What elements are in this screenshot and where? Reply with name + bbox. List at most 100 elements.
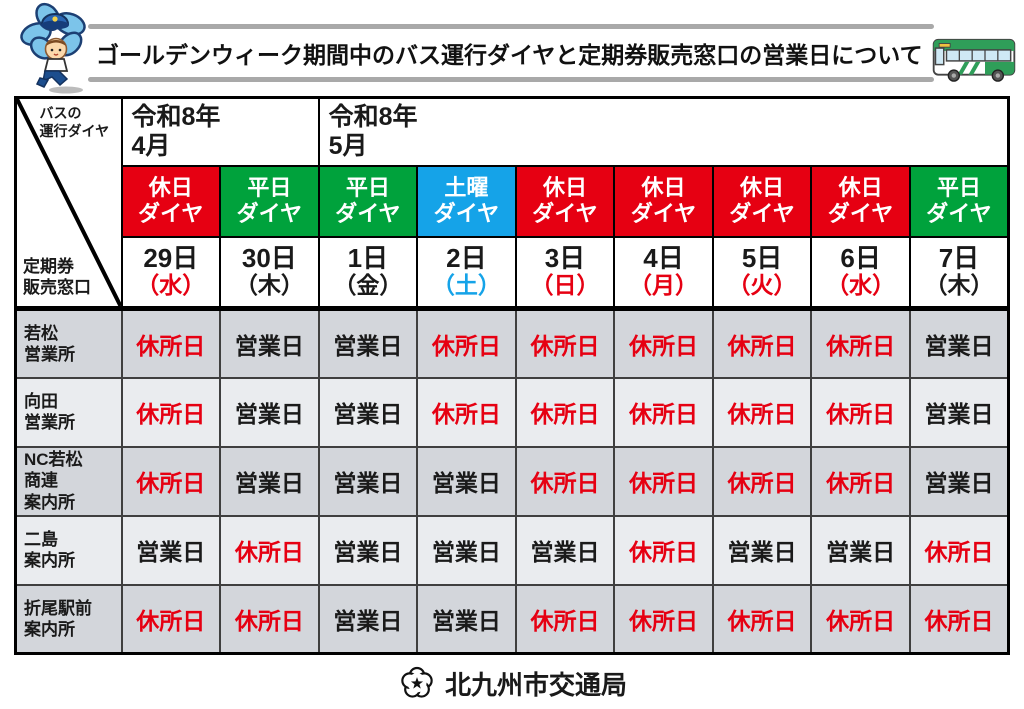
title-bottom-rule	[88, 77, 934, 82]
schedule-cell: 休所日	[613, 514, 714, 586]
date-cell: 30日 （木）	[219, 235, 320, 311]
schedule-cell: 休所日	[120, 376, 222, 448]
schedule-cell: 営業日	[219, 307, 320, 379]
date-header-row: 29日 （水） 30日 （木） 1日 （金） 2日 （土） 3日 （日） 4日 （月） 5日…	[16, 235, 1010, 311]
schedule-table: バスの 運行ダイヤ 定期券 販売窓口 令和8年 4月 令和8年 5月 休日 ダイ…	[14, 96, 1010, 655]
schedule-cell: 営業日	[317, 583, 419, 655]
schedule-cell: 営業日	[416, 445, 517, 517]
schedule-cell: 休所日	[613, 376, 714, 448]
date-cell: 4日 （月）	[613, 235, 714, 311]
city-emblem-icon	[401, 666, 433, 698]
schedule-cell: 休所日	[219, 583, 320, 655]
schedule-cell: 休所日	[908, 514, 1010, 586]
schedule-cell: 休所日	[416, 376, 517, 448]
date-weekday: （金）	[333, 272, 403, 299]
schedule-cell: 営業日	[219, 376, 320, 448]
schedule-cell: 休所日	[514, 445, 616, 517]
mascot-character-icon	[20, 2, 86, 94]
date-number: 2日	[446, 242, 487, 273]
date-cell: 6日 （水）	[810, 235, 911, 311]
date-cell: 1日 （金）	[317, 235, 419, 311]
schedule-cell: 営業日	[711, 514, 813, 586]
schedule-cell: 休所日	[219, 514, 320, 586]
schedule-cell: 休所日	[120, 307, 222, 379]
table-row-wakamatsu-office: 若松 営業所 休所日 営業日 営業日 休所日 休所日 休所日 休所日 休所日 営…	[14, 307, 1010, 379]
schedule-cell: 営業日	[514, 514, 616, 586]
schedule-cell: 休所日	[711, 445, 813, 517]
schedule-cell: 営業日	[317, 514, 419, 586]
schedule-cell: 休所日	[613, 445, 714, 517]
date-number: 4日	[643, 242, 684, 273]
date-weekday: （木）	[234, 272, 304, 299]
schedule-cell: 休所日	[711, 376, 813, 448]
date-number: 29日	[143, 242, 199, 273]
office-name: NC若松 商連 案内所	[14, 445, 123, 517]
dia-type-row: 休日 ダイヤ 平日 ダイヤ 平日 ダイヤ 土曜 ダイヤ 休日 ダイヤ 休日 ダイ…	[16, 164, 1010, 238]
schedule-cell: 営業日	[416, 514, 517, 586]
table-row-orio-ekimae: 折尾駅前 案内所 休所日 休所日 営業日 営業日 休所日 休所日 休所日 休所日…	[14, 583, 1010, 655]
schedule-cell: 休所日	[810, 376, 911, 448]
corner-label-window: 定期券 販売窓口	[23, 256, 91, 297]
schedule-cell: 休所日	[514, 583, 616, 655]
date-weekday: （木）	[924, 272, 994, 299]
dia-type-cell: 平日 ダイヤ	[219, 164, 320, 238]
office-name: 二島 案内所	[14, 514, 123, 586]
office-name: 若松 営業所	[14, 307, 123, 379]
schedule-cell: 休所日	[613, 583, 714, 655]
month-header-may: 令和8年 5月	[317, 96, 1010, 167]
footer: 北九州市交通局	[0, 663, 1024, 703]
dia-type-cell: 土曜 ダイヤ	[416, 164, 517, 238]
table-row-mukaida-office: 向田 営業所 休所日 営業日 営業日 休所日 休所日 休所日 休所日 休所日 営…	[14, 376, 1010, 448]
month-header-april: 令和8年 4月	[120, 96, 320, 167]
schedule-cell: 休所日	[120, 583, 222, 655]
schedule-cell: 営業日	[908, 445, 1010, 517]
schedule-cell: 休所日	[810, 307, 911, 379]
date-cell: 29日 （水）	[120, 235, 222, 311]
office-name: 折尾駅前 案内所	[14, 583, 123, 655]
schedule-cell: 休所日	[810, 583, 911, 655]
schedule-cell: 営業日	[120, 514, 222, 586]
office-name: 向田 営業所	[14, 376, 123, 448]
dia-type-cell: 平日 ダイヤ	[908, 164, 1010, 238]
date-cell: 2日 （土）	[416, 235, 517, 311]
schedule-cell: 休所日	[514, 376, 616, 448]
schedule-cell: 営業日	[908, 307, 1010, 379]
schedule-cell: 休所日	[810, 445, 911, 517]
schedule-cell: 休所日	[613, 307, 714, 379]
month-header-row: バスの 運行ダイヤ 定期券 販売窓口 令和8年 4月 令和8年 5月	[14, 96, 1010, 311]
dia-type-cell: 休日 ダイヤ	[514, 164, 616, 238]
date-weekday: （火）	[727, 272, 797, 299]
table-row-futajima: 二島 案内所 営業日 休所日 営業日 営業日 営業日 休所日 営業日 営業日 休…	[14, 514, 1010, 586]
title-top-rule	[88, 24, 934, 29]
dia-type-cell: 休日 ダイヤ	[120, 164, 222, 238]
date-cell: 5日 （火）	[711, 235, 813, 311]
schedule-cell: 休所日	[908, 583, 1010, 655]
schedule-cell: 営業日	[416, 583, 517, 655]
dia-type-cell: 平日 ダイヤ	[317, 164, 419, 238]
date-weekday: （土）	[431, 272, 501, 299]
date-number: 1日	[347, 242, 389, 273]
schedule-cell: 休所日	[416, 307, 517, 379]
date-number: 5日	[741, 242, 783, 273]
date-number: 7日	[938, 242, 980, 273]
date-weekday: （月）	[629, 272, 698, 299]
date-number: 6日	[840, 242, 881, 273]
page-title: ゴールデンウィーク期間中のバス運行ダイヤと定期券販売窓口の営業日について	[96, 42, 923, 68]
date-cell: 7日 （木）	[908, 235, 1010, 311]
title-band: ゴールデンウィーク期間中のバス運行ダイヤと定期券販売窓口の営業日について	[88, 24, 934, 82]
corner-label-dia: バスの 運行ダイヤ	[39, 105, 110, 140]
schedule-cell: 休所日	[711, 307, 813, 379]
schedule-cell: 営業日	[317, 445, 419, 517]
schedule-cell: 休所日	[711, 583, 813, 655]
dia-type-cell: 休日 ダイヤ	[810, 164, 911, 238]
date-weekday: （水）	[136, 272, 206, 299]
schedule-cell: 休所日	[514, 307, 616, 379]
date-weekday: （水）	[826, 272, 896, 299]
table-corner-cell: バスの 運行ダイヤ 定期券 販売窓口	[14, 96, 123, 311]
date-number: 30日	[241, 242, 297, 273]
schedule-cell: 営業日	[219, 445, 320, 517]
date-number: 3日	[544, 242, 586, 273]
schedule-cell: 営業日	[317, 307, 419, 379]
schedule-cell: 営業日	[908, 376, 1010, 448]
